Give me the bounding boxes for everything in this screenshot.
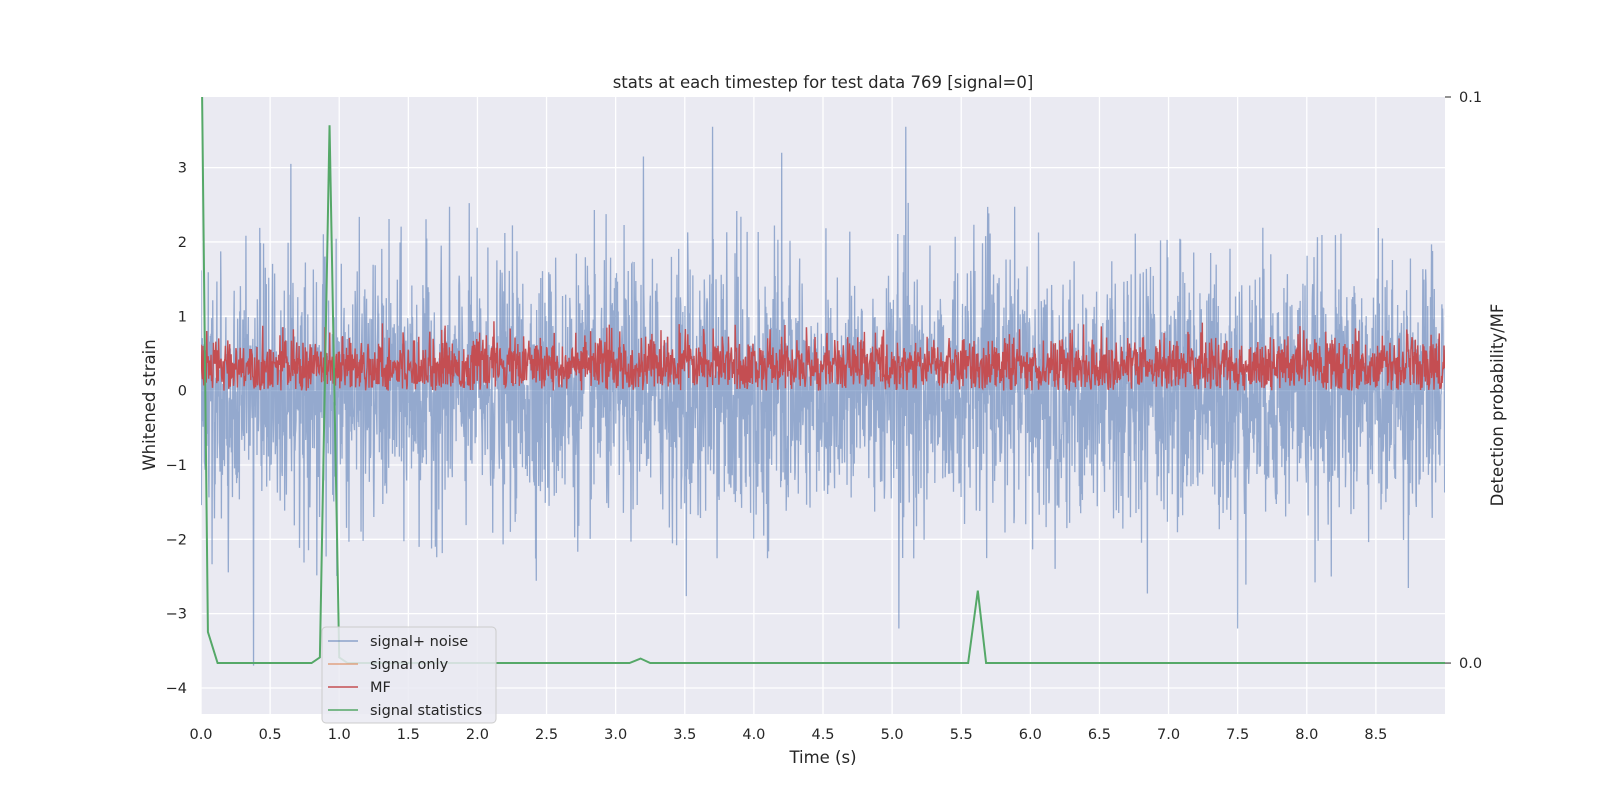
- x-tick-label: 1.0: [328, 727, 351, 743]
- legend-label-signal-noise: signal+ noise: [370, 634, 468, 650]
- x-tick-label: 6.5: [1088, 727, 1111, 743]
- x-tick-label: 1.5: [397, 727, 420, 743]
- y2-tick-label: 0.0: [1459, 656, 1482, 672]
- x-tick-label: 4.5: [811, 727, 834, 743]
- x-tick-label: 4.0: [742, 727, 765, 743]
- x-tick-label: 7.0: [1157, 727, 1180, 743]
- y-tick-label: 0: [178, 384, 187, 400]
- signal-noise-series: [201, 126, 1445, 666]
- legend-label-mf: MF: [370, 680, 391, 696]
- x-tick-label: 8.5: [1364, 727, 1387, 743]
- y-axis-label: Whitened strain: [140, 339, 159, 470]
- x-tick-label: 2.5: [535, 727, 558, 743]
- y-tick-label: −4: [166, 681, 187, 697]
- x-axis-label: Time (s): [788, 748, 856, 767]
- x-tick-label: 0.5: [259, 727, 282, 743]
- x-tick-label: 0.0: [189, 727, 212, 743]
- mf-series: [201, 321, 1445, 391]
- series-line-signal-noise: [201, 126, 1445, 666]
- x-tick-label: 6.0: [1019, 727, 1042, 743]
- y-tick-label: −1: [166, 458, 187, 474]
- series-line-mf: [201, 321, 1445, 391]
- legend-box: [321, 626, 497, 724]
- x-tick-label: 3.5: [673, 727, 696, 743]
- legend-label-signal-only: signal only: [370, 657, 449, 673]
- legend: signal+ noise signal only MF signal stat…: [321, 626, 497, 724]
- x-axis-ticks: 0.0 0.5 1.0 1.5 2.0 2.5 3.0 3.5 4.0 4.5 5.0 5.5 6.0 6…: [189, 727, 1387, 743]
- y-tick-label: 2: [178, 235, 187, 251]
- x-tick-label: 8.0: [1295, 727, 1318, 743]
- x-tick-label: 7.5: [1226, 727, 1249, 743]
- y-tick-label: −2: [166, 532, 187, 548]
- x-tick-label: 5.5: [950, 727, 973, 743]
- chart-title: stats at each timestep for test data 769…: [613, 73, 1034, 92]
- y2-axis-label: Detection probability/MF: [1488, 304, 1507, 507]
- x-tick-label: 2.0: [466, 727, 489, 743]
- y2-tick-label: 0.1: [1459, 90, 1482, 106]
- y-axis-ticks: 3 2 1 0 −1 −2 −3 −4: [166, 161, 187, 697]
- y-tick-label: 3: [178, 161, 187, 177]
- y-tick-label: −3: [166, 607, 187, 623]
- x-tick-label: 3.0: [604, 727, 627, 743]
- x-tick-label: 5.0: [881, 727, 904, 743]
- legend-label-signal-statistics: signal statistics: [370, 703, 482, 719]
- y2-axis-ticks: 0.1 0.0: [1445, 90, 1482, 672]
- y-tick-label: 1: [178, 309, 187, 325]
